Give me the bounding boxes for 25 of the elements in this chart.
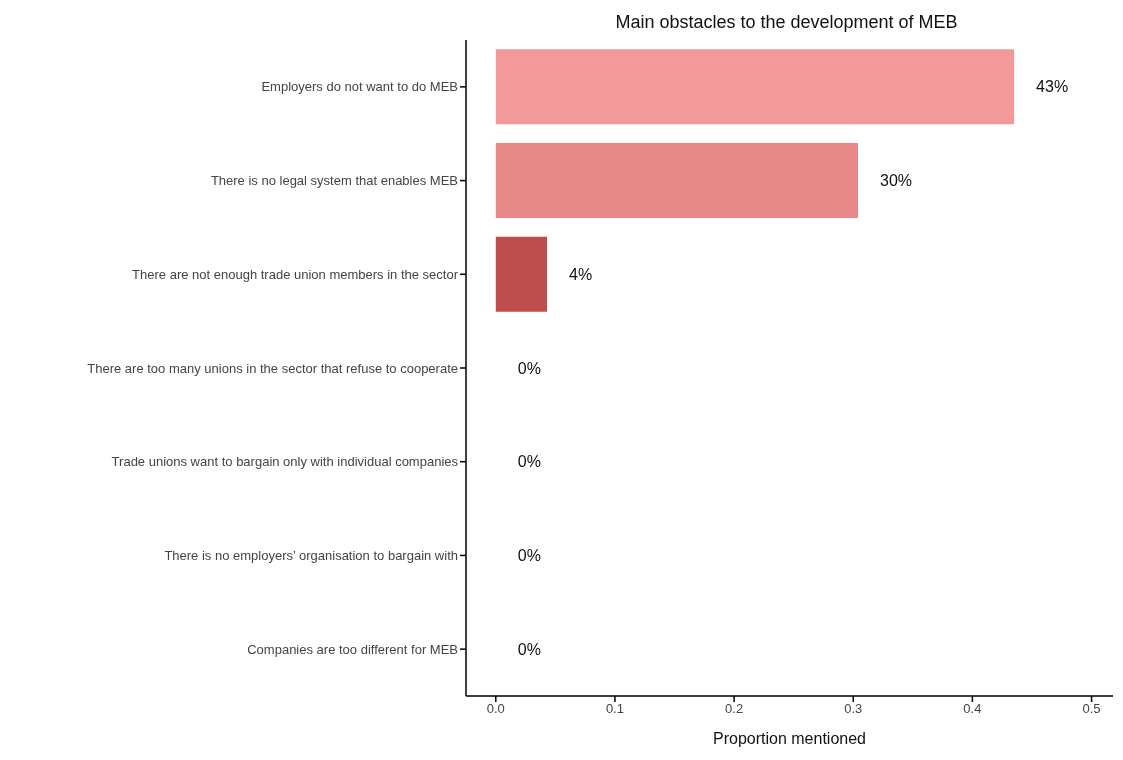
chart-title: Main obstacles to the development of MEB [614, 11, 959, 34]
x-axis-title: Proportion mentioned [713, 730, 866, 747]
y-tick-label: There are too many unions in the sector that refuse to cooperate [87, 360, 458, 376]
bar [495, 49, 1015, 125]
y-tick-label: There is no legal system that enables MEB [210, 173, 458, 189]
x-tick-label: 0.5 [1082, 701, 1101, 717]
x-tick-label: 0.1 [605, 701, 624, 717]
data-label: 0% [517, 640, 541, 658]
data-label: 0% [517, 546, 541, 564]
y-tick-label: Employers do not want to do MEB [261, 79, 458, 95]
x-tick-label: 0.0 [486, 701, 505, 717]
y-tick-label: Trade unions want to bargain only with individual companies [111, 454, 459, 470]
data-label: 30% [880, 172, 913, 190]
data-label: 4% [569, 265, 593, 283]
x-tick-label: 0.2 [725, 701, 744, 717]
y-tick-label: There is no employers’ organisation to bargain with [164, 548, 458, 564]
bar [495, 143, 859, 219]
y-tick-label: Companies are too different for MEB [247, 641, 458, 657]
x-tick-label: 0.3 [844, 701, 863, 717]
x-tick-label: 0.4 [963, 701, 982, 717]
y-tick-label: There are not enough trade union members in the sector [132, 266, 459, 282]
data-label: 0% [517, 453, 541, 471]
data-label: 0% [517, 359, 541, 377]
data-label: 43% [1036, 78, 1069, 96]
bar [495, 236, 548, 312]
